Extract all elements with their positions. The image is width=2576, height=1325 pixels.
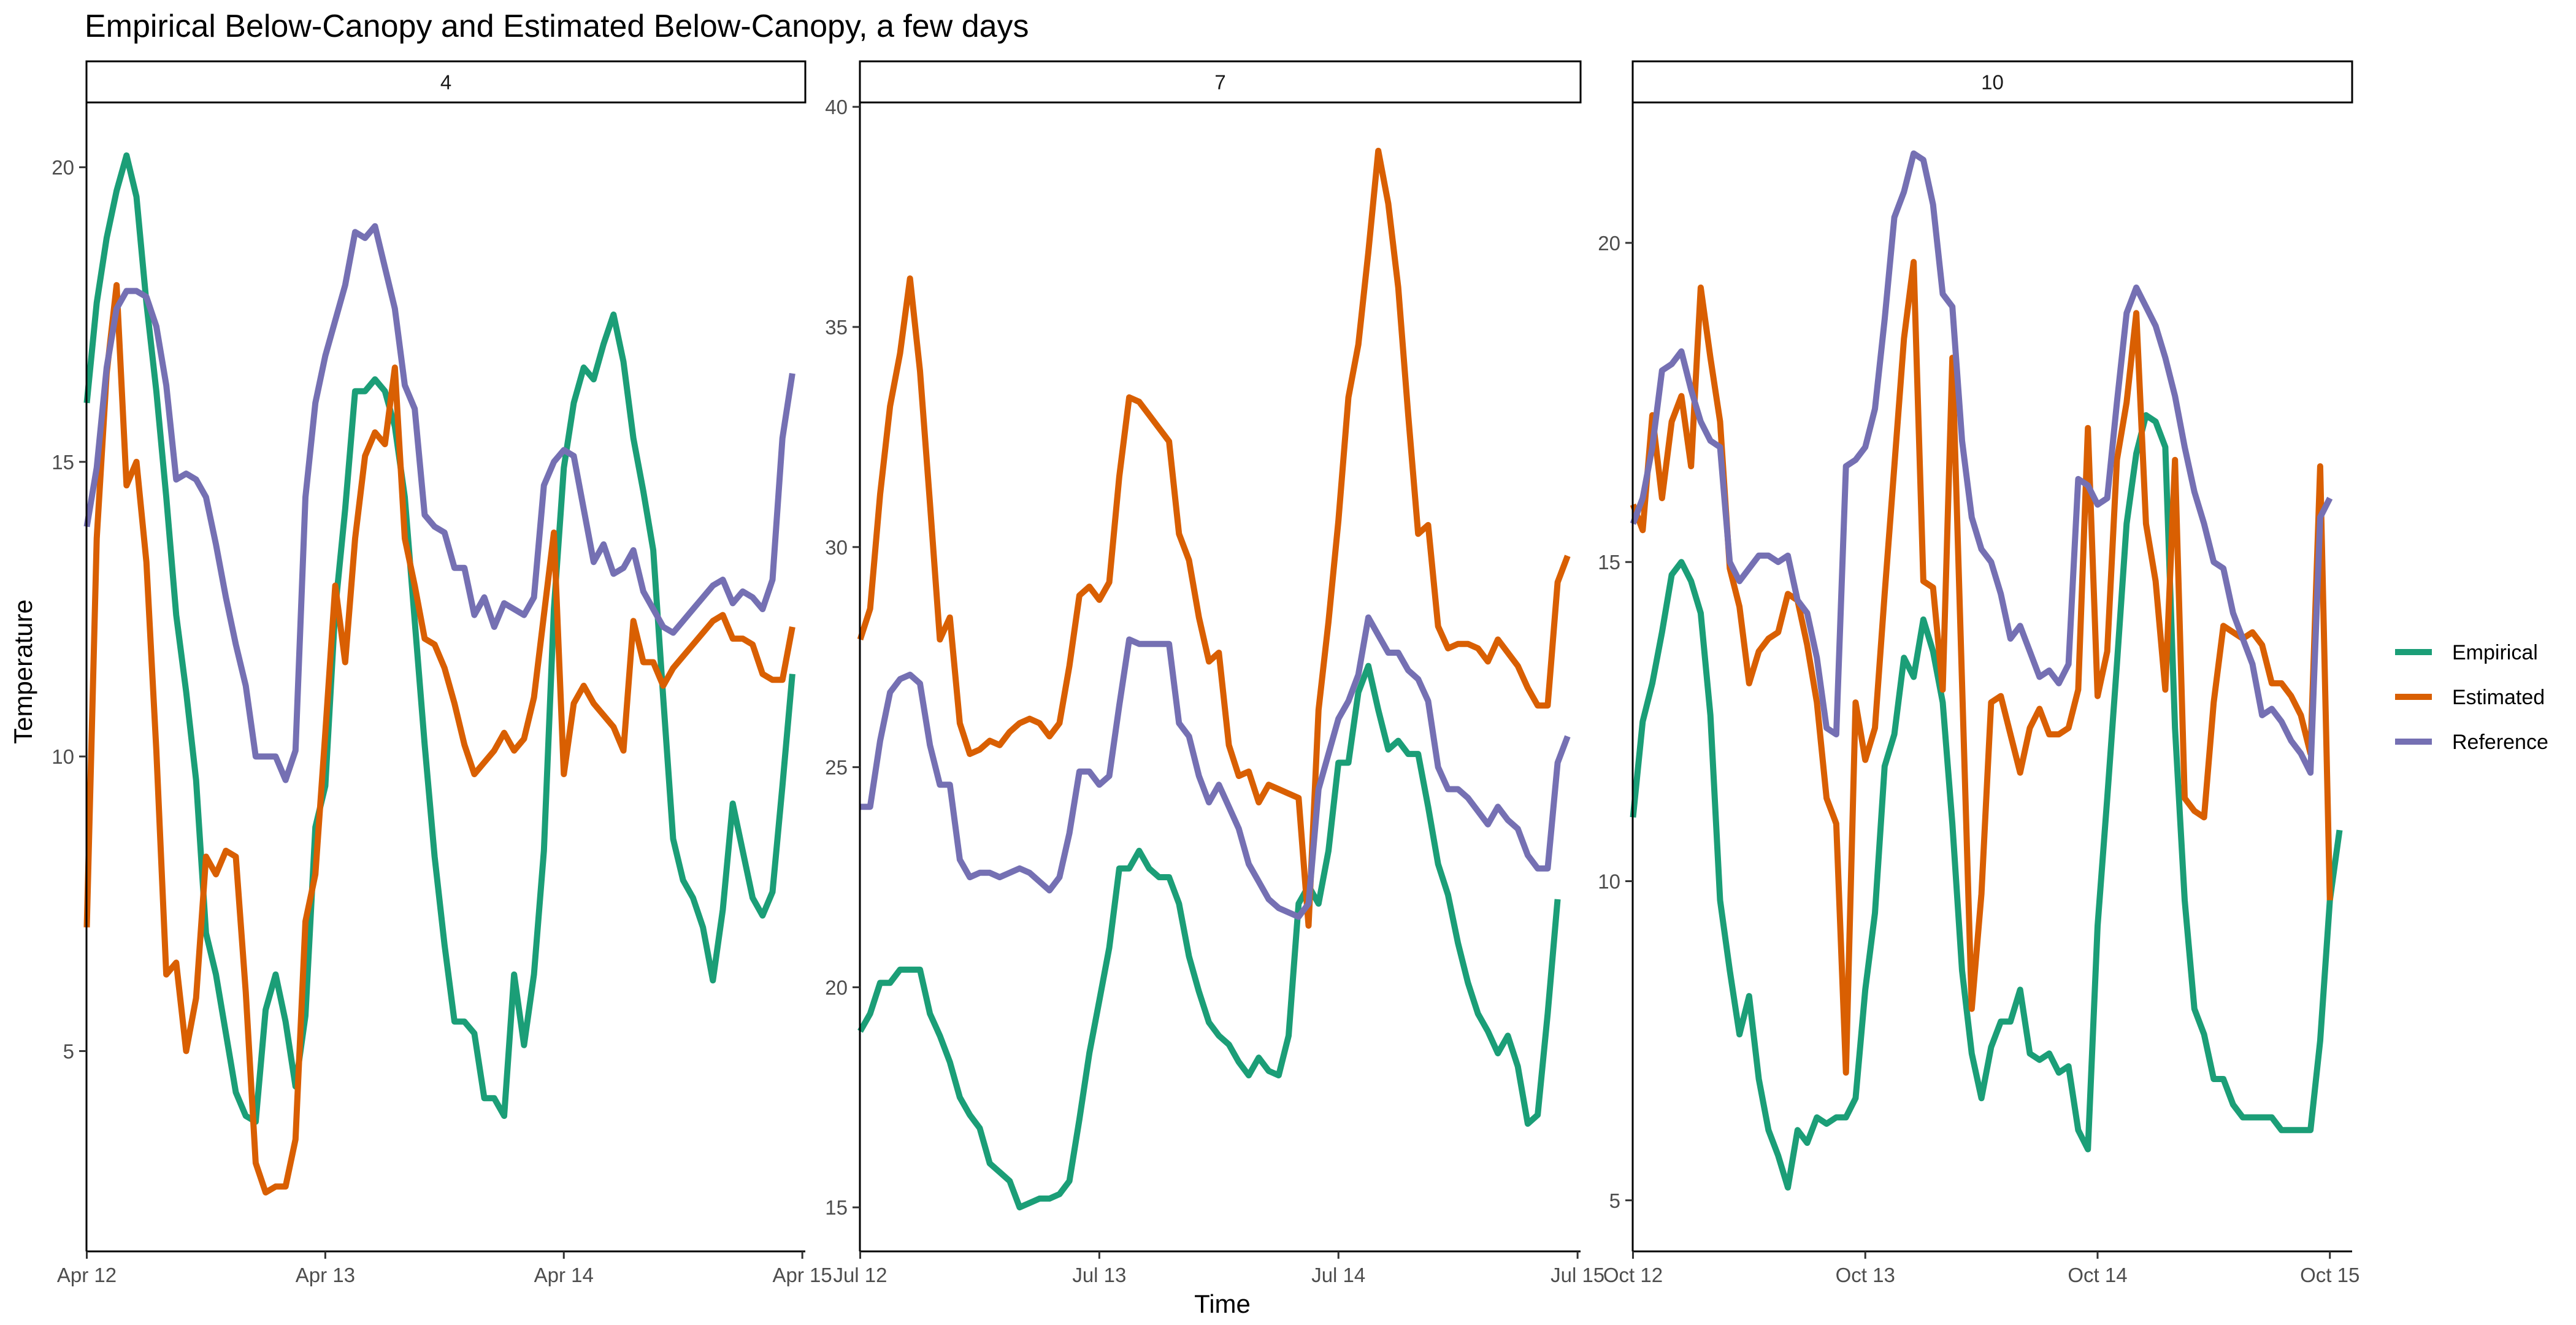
x-tick-label: Apr 13 xyxy=(296,1264,355,1286)
y-tick-label: 20 xyxy=(825,976,848,999)
legend-label-empirical: Empirical xyxy=(2452,641,2538,664)
series-line-reference xyxy=(83,223,795,783)
series-line-empirical xyxy=(1630,412,2343,1191)
y-tick-label: 20 xyxy=(52,156,74,179)
legend-item-reference: Reference xyxy=(2395,731,2548,754)
x-tick-label: Jul 13 xyxy=(1072,1264,1126,1286)
panel-7: 7 15 20 25 30 35 40 Jul 12 Jul 13 Jul 14 Jul 15 xyxy=(825,60,1604,1286)
facet-strip xyxy=(85,60,807,104)
y-tick-label: 25 xyxy=(825,756,848,779)
facet-strip xyxy=(859,60,1582,104)
y-tick-label: 30 xyxy=(825,536,848,559)
x-tick-label: Oct 14 xyxy=(2068,1264,2127,1286)
x-tick-label: Apr 14 xyxy=(534,1264,594,1286)
series-line-estimated xyxy=(1630,259,2333,1076)
facet-strip-label: 7 xyxy=(1214,71,1225,94)
y-tick-label: 5 xyxy=(1609,1189,1620,1212)
y-tick-label: 40 xyxy=(825,96,848,118)
series-line-estimated xyxy=(83,282,795,1196)
panels: 4 5 10 15 20 Apr 12 Apr 13 Apr 14 Apr 15 7 15 20 25 3… xyxy=(52,60,2359,1286)
x-tick-label: Jul 12 xyxy=(833,1264,887,1286)
y-tick-label: 10 xyxy=(1598,870,1620,893)
y-tick-label: 5 xyxy=(63,1040,74,1062)
legend-label-reference: Reference xyxy=(2452,731,2548,754)
y-tick-label: 10 xyxy=(52,745,74,768)
y-tick-label: 20 xyxy=(1598,232,1620,255)
x-tick-label: Oct 15 xyxy=(2300,1264,2359,1286)
x-tick-label: Oct 12 xyxy=(1603,1264,1663,1286)
x-tick-label: Apr 15 xyxy=(773,1264,832,1286)
legend-item-empirical: Empirical xyxy=(2395,641,2538,664)
x-tick-label: Apr 12 xyxy=(57,1264,117,1286)
facet-strip-label: 10 xyxy=(1981,71,2004,94)
x-tick-label: Oct 13 xyxy=(1836,1264,1895,1286)
chart-title: Empirical Below-Canopy and Estimated Bel… xyxy=(85,9,1029,44)
series-line-reference xyxy=(1630,150,2333,776)
series-line-empirical xyxy=(83,152,795,1125)
y-tick-label: 15 xyxy=(52,451,74,474)
series-line-empirical xyxy=(857,662,1561,1211)
legend: Empirical Estimated Reference xyxy=(2395,641,2548,754)
legend-item-estimated: Estimated xyxy=(2395,686,2545,709)
y-tick-label: 15 xyxy=(825,1196,848,1219)
y-tick-label: 15 xyxy=(1598,551,1620,574)
legend-label-estimated: Estimated xyxy=(2452,686,2545,709)
x-tick-label: Jul 15 xyxy=(1551,1264,1604,1286)
panel-10: 10 5 10 15 20 Oct 12 Oct 13 Oct 14 Oct 15 xyxy=(1598,60,2359,1286)
panel-4: 4 5 10 15 20 Apr 12 Apr 13 Apr 14 Apr 15 xyxy=(52,60,832,1286)
y-axis-title: Temperature xyxy=(9,599,37,744)
y-tick-label: 35 xyxy=(825,316,848,339)
facet-strip-label: 4 xyxy=(440,71,451,94)
series-line-reference xyxy=(860,614,1571,920)
x-tick-label: Jul 14 xyxy=(1311,1264,1365,1286)
facet-strip xyxy=(1631,60,2353,104)
series-line-estimated xyxy=(857,147,1571,929)
x-axis-title: Time xyxy=(1194,1289,1251,1318)
